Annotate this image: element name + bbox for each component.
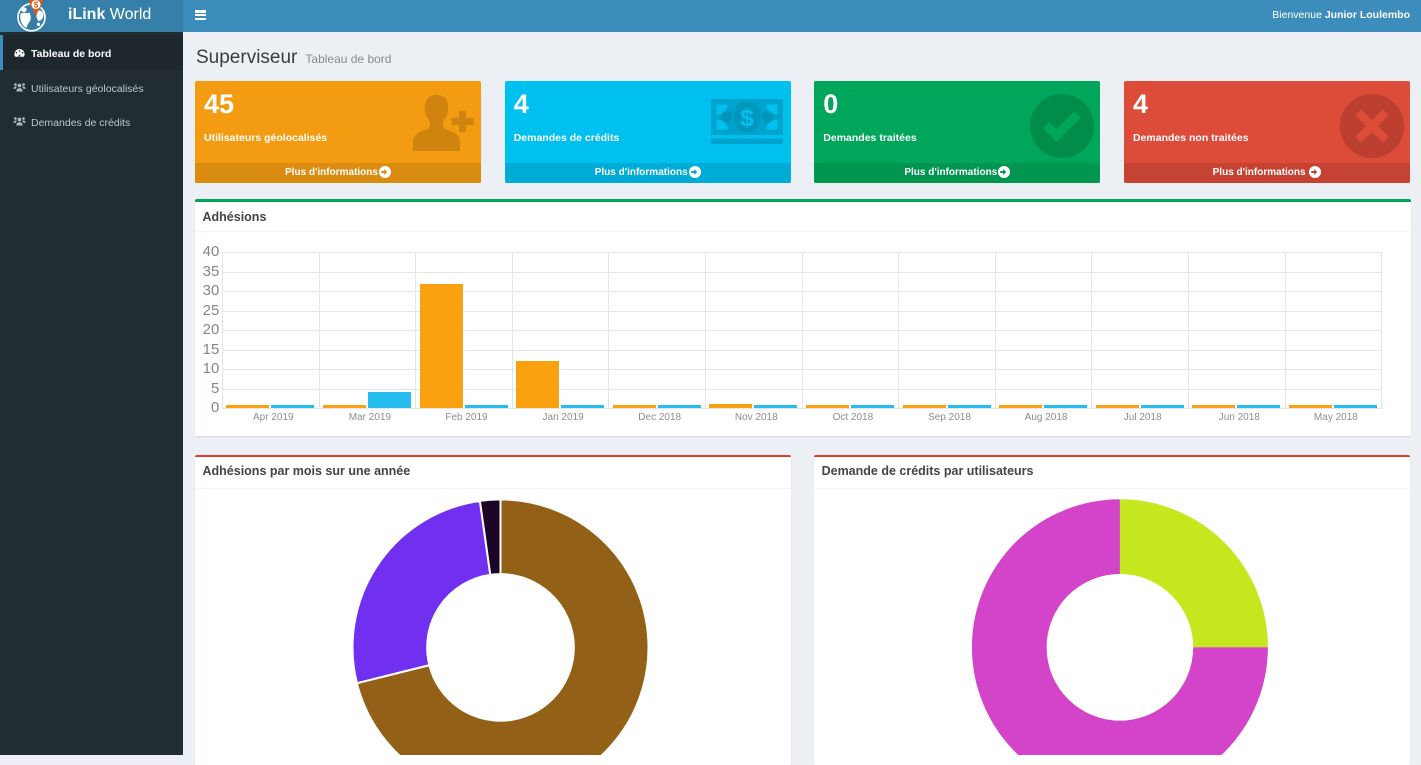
svg-text:$: $: [34, 1, 39, 10]
svg-text:$: $: [740, 105, 754, 132]
